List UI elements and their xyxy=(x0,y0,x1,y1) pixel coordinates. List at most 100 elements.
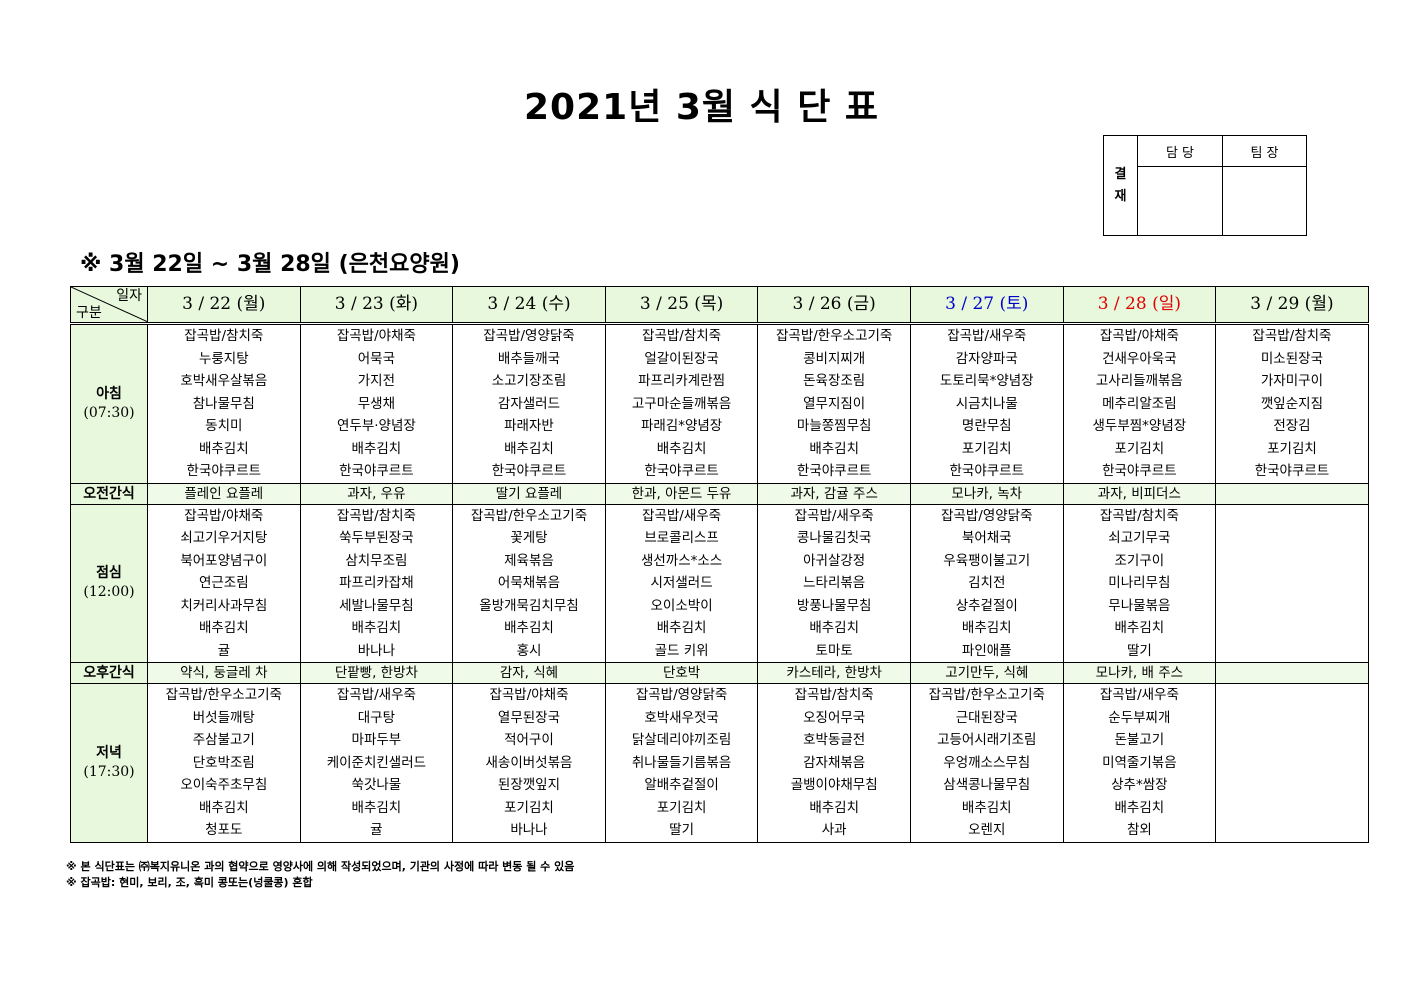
menu-item: 한국야쿠르트 xyxy=(949,463,1025,479)
meal-cell: 잡곡밥/참치죽 오징어무국 호박동글전 감자채볶음 골뱅이야채무침 배추김치 사과 xyxy=(757,683,911,843)
menu-item: 전장김 xyxy=(1273,418,1311,434)
menu-item: 조기구이 xyxy=(1114,552,1165,569)
meal-cell: 잡곡밥/참치죽 쑥두부된장국 삼치무조림 파프리카잡채 세발나물무침 배추김치 바나나 xyxy=(299,503,454,663)
menu-item: 새송이버섯볶음 xyxy=(485,754,573,771)
meal-cell: 잡곡밥/한우소고기죽 버섯들깨탕 주삼불고기 단호박조림 오이숙주초무침 배추김치 청포도 xyxy=(147,683,301,843)
menu-item: 포기김치 xyxy=(961,440,1012,457)
meal-cell: 잡곡밥/한우소고기죽 꽃게탕 제육볶음 어묵채볶음 올방개묵김치무침 배추김치 홍시 xyxy=(452,503,606,663)
snack-cell: 단호박 xyxy=(604,662,759,684)
meal-cell: 잡곡밥/영양닭죽 북어채국 우육팽이불고기 김치전 상추겉절이 배추김치 파인애플 xyxy=(909,503,1064,663)
menu-item: 포기김치 xyxy=(1267,440,1317,457)
menu-item: 돈불고기 xyxy=(1114,732,1165,748)
corner-date-label: 일자 xyxy=(116,288,142,304)
meal-row: 점심 (12:00) 잡곡밥/야채죽 쇠고기우거지탕 북어포양념구이 연근조림 치커리사과무… xyxy=(70,503,1369,663)
menu-item: 파프리카계란찜 xyxy=(638,373,726,389)
menu-item: 잡곡밥/야채죽 xyxy=(184,507,264,524)
row-label-name: 점심 xyxy=(96,565,122,582)
menu-item: 잡곡밥/영양닭죽 xyxy=(635,687,728,703)
row-label: 저녁 (17:30) xyxy=(70,683,148,843)
menu-item: 마파두부 xyxy=(351,732,402,748)
snack-cell: 고기만두, 식혜 xyxy=(909,662,1064,684)
menu-item: 제육볶음 xyxy=(504,552,554,569)
day-header: 3 / 27 (토) xyxy=(909,286,1064,325)
menu-item: 오이숙주초무침 xyxy=(180,777,268,793)
menu-item: 동치미 xyxy=(205,418,243,434)
menu-item: 적어구이 xyxy=(504,732,554,748)
menu-item: 얼갈이된장국 xyxy=(644,350,719,367)
menu-item: 잡곡밥/참치죽 xyxy=(1252,328,1332,344)
approval-sign-team-lead[interactable] xyxy=(1222,166,1307,236)
snack-cell xyxy=(1215,482,1369,505)
menu-item: 무나물볶음 xyxy=(1108,597,1171,614)
snack-cell: 플레인 요플레 xyxy=(147,482,301,505)
menu-item: 메추리알조림 xyxy=(1102,395,1177,412)
menu-item: 골드 키위 xyxy=(654,642,709,659)
menu-item: 돈육장조림 xyxy=(803,373,866,389)
menu-item: 홍시 xyxy=(516,642,542,659)
menu-item: 소고기장조림 xyxy=(491,373,567,389)
menu-item: 잡곡밥/참치죽 xyxy=(1099,507,1179,524)
menu-item: 잡곡밥/새우죽 xyxy=(336,687,416,703)
menu-table: 일자 구분 3 / 22 (월) 3 / 23 (화) 3 / 24 (수) 3 / 25… xyxy=(70,286,1369,843)
meal-cell: 잡곡밥/새우죽 콩나물김칫국 아귀살강정 느타리볶음 방풍나물무침 배추김치 토마토 xyxy=(757,503,911,663)
menu-item: 미나리무침 xyxy=(1108,575,1171,591)
menu-item: 세발나물무침 xyxy=(339,597,414,614)
menu-item: 한국야쿠르트 xyxy=(644,463,719,479)
menu-item: 열무지짐이 xyxy=(803,395,866,412)
menu-item: 배추김치 xyxy=(809,799,860,816)
row-label-name: 오후간식 xyxy=(83,665,135,681)
menu-item: 올방개묵김치무침 xyxy=(479,597,579,614)
menu-item: 호박동글전 xyxy=(803,732,866,748)
menu-item: 케이준치킨샐러드 xyxy=(326,754,427,771)
menu-item: 딸기 xyxy=(1126,642,1152,659)
meal-cell: 잡곡밥/새우죽 순두부찌개 돈불고기 미역줄기볶음 상추*쌈장 배추김치 참외 xyxy=(1062,683,1217,843)
menu-item: 잡곡밥/한우소고기죽 xyxy=(928,687,1045,703)
menu-item: 건새우아욱국 xyxy=(1102,350,1177,367)
row-label: 아침 (07:30) xyxy=(70,323,148,484)
menu-item: 김치전 xyxy=(968,575,1006,591)
menu-item: 한국야쿠르트 xyxy=(339,463,414,479)
menu-item: 배추김치 xyxy=(351,620,402,636)
menu-item: 시금치나물 xyxy=(955,395,1018,412)
row-label: 점심 (12:00) xyxy=(70,503,148,663)
snack-cell: 과자, 비피더스 xyxy=(1062,482,1217,505)
day-header: 3 / 22 (월) xyxy=(147,286,301,325)
menu-item: 배추김치 xyxy=(351,440,402,457)
menu-item: 북어채국 xyxy=(961,530,1012,546)
meal-cell: 잡곡밥/새우죽 대구탕 마파두부 케이준치킨샐러드 쑥갓나물 배추김치 귤 xyxy=(299,683,454,843)
menu-item: 배추김치 xyxy=(961,799,1012,816)
menu-item: 감자샐러드 xyxy=(497,395,561,412)
approval-sign-staff[interactable] xyxy=(1137,166,1223,236)
menu-item: 잡곡밥/참치죽 xyxy=(642,328,722,344)
corner-category-label: 구분 xyxy=(76,305,102,321)
footnote-1: ※ 본 식단표는 ㈜복지유니온 과의 협약으로 영양사에 의해 작성되었으며, … xyxy=(66,860,575,873)
menu-item: 한국야쿠르트 xyxy=(1254,463,1330,479)
menu-item: 쑥갓나물 xyxy=(351,777,402,793)
menu-item: 청포도 xyxy=(205,822,243,838)
menu-item: 파인애플 xyxy=(961,642,1012,659)
menu-item: 버섯들깨탕 xyxy=(192,709,255,726)
meal-cell: 잡곡밥/한우소고기죽 콩비지찌개 돈육장조림 열무지짐이 마늘쫑찜무침 배추김치 한국야쿠르… xyxy=(757,323,911,484)
menu-item: 잡곡밥/영양닭죽 xyxy=(483,328,575,344)
menu-item: 도토리묵*양념장 xyxy=(939,373,1034,389)
menu-item: 열무된장국 xyxy=(497,709,561,726)
snack-cell: 카스테라, 한방차 xyxy=(757,662,911,684)
menu-item: 잡곡밥/야채죽 xyxy=(336,328,416,344)
meal-cell: 잡곡밥/한우소고기죽 근대된장국 고등어시래기조림 우엉깨소스무침 삼색콩나물무침 배추김… xyxy=(909,683,1064,843)
menu-item: 된장깻잎지 xyxy=(497,777,561,793)
meal-cell: 잡곡밥/참치죽 쇠고기무국 조기구이 미나리무침 무나물볶음 배추김치 딸기 xyxy=(1062,503,1217,663)
menu-item: 배추김치 xyxy=(809,620,860,636)
meal-cell: 잡곡밥/참치죽 누룽지탕 호박새우살볶음 참나물무침 동치미 배추김치 한국야쿠르트 xyxy=(147,323,301,484)
menu-item: 잡곡밥/야채죽 xyxy=(489,687,569,703)
menu-item: 포기김치 xyxy=(1114,440,1165,457)
meal-cell xyxy=(1215,503,1369,663)
menu-item: 아귀살강정 xyxy=(803,552,866,569)
menu-item: 순두부찌개 xyxy=(1108,709,1171,726)
menu-item: 가자미구이 xyxy=(1260,373,1323,389)
menu-item: 무생채 xyxy=(357,395,396,412)
row-label-time: (17:30) xyxy=(83,763,135,780)
menu-item: 고구마순들깨볶음 xyxy=(631,395,732,412)
menu-item: 배추김치 xyxy=(656,620,707,636)
menu-item: 어묵채볶음 xyxy=(497,575,561,591)
